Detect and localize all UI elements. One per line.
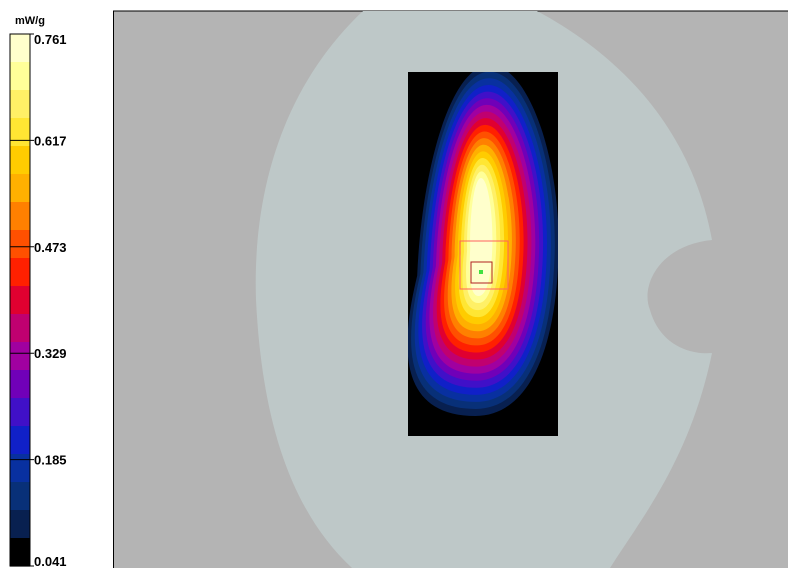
colorbar-segment xyxy=(10,538,30,567)
colorbar-segment xyxy=(10,426,30,455)
colorbar-segment xyxy=(10,286,30,315)
colorbar-segment xyxy=(10,510,30,539)
colorbar: 0.761 0.617 0.473 0.329 0.185 0.041 mW/g xyxy=(9,15,67,568)
colorbar-segment xyxy=(10,118,30,147)
colorbar-segments xyxy=(9,33,31,567)
colorbar-segment xyxy=(10,342,30,371)
colorbar-segment xyxy=(10,258,30,287)
colorbar-tick-label: 0.761 xyxy=(34,32,67,47)
colorbar-tick-label: 0.473 xyxy=(34,240,67,255)
colorbar-segment xyxy=(10,398,30,427)
peak-marker xyxy=(479,270,483,274)
colorbar-segment xyxy=(10,230,30,259)
colorbar-tick-label: 0.041 xyxy=(34,554,67,568)
colorbar-tick-label: 0.185 xyxy=(34,453,67,468)
colorbar-tick-label: 0.329 xyxy=(34,346,67,361)
colorbar-segment xyxy=(10,370,30,399)
colorbar-unit-label: mW/g xyxy=(15,15,45,27)
zoom-scan-outer-box xyxy=(459,240,509,290)
sar-contour-level xyxy=(469,178,493,296)
zoom-scan-inner-box xyxy=(470,261,493,284)
colorbar-segment xyxy=(10,90,30,119)
sar-contours xyxy=(408,72,558,416)
colorbar-ticks: 0.761 0.617 0.473 0.329 0.185 0.041 xyxy=(10,32,67,568)
colorbar-segment xyxy=(10,34,30,63)
colorbar-segment xyxy=(10,454,30,483)
colorbar-segment xyxy=(10,174,30,203)
colorbar-segment xyxy=(10,146,30,175)
colorbar-segment xyxy=(10,202,30,231)
colorbar-segment xyxy=(10,314,30,343)
colorbar-segment xyxy=(10,482,30,511)
colorbar-tick-label: 0.617 xyxy=(34,133,67,148)
colorbar-segment xyxy=(10,62,30,91)
